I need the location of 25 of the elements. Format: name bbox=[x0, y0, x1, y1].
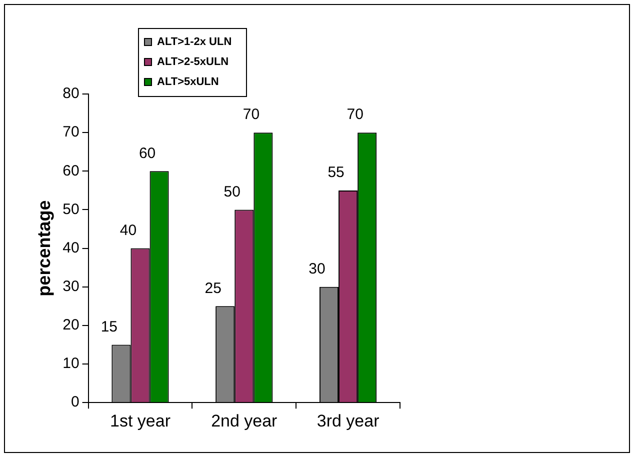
y-tick-label: 70 bbox=[62, 124, 80, 141]
x-tick-label: 1st year bbox=[110, 411, 171, 430]
y-axis-title: percentage bbox=[34, 200, 54, 296]
y-tick-label: 40 bbox=[62, 239, 80, 256]
data-label: 25 bbox=[204, 280, 222, 297]
data-label: 40 bbox=[120, 222, 137, 239]
x-tick-label: 2nd year bbox=[211, 411, 278, 430]
legend-label: ALT>5xULN bbox=[157, 76, 219, 88]
data-label: 70 bbox=[346, 106, 364, 124]
data-label: 15 bbox=[100, 318, 118, 336]
legend-label: ALT>2-5xULN bbox=[157, 56, 229, 68]
y-tick-label: 10 bbox=[62, 355, 80, 372]
y-tick-label: 20 bbox=[62, 316, 80, 334]
x-tick-label: 3rd year bbox=[316, 411, 380, 430]
y-tick-label: 80 bbox=[62, 85, 80, 102]
data-label: 30 bbox=[308, 260, 326, 278]
legend-label: ALT>1-2x ULN bbox=[157, 36, 232, 48]
data-label: 60 bbox=[138, 144, 156, 162]
y-tick-label: 30 bbox=[62, 278, 80, 296]
y-tick-label: 50 bbox=[62, 200, 80, 218]
data-label: 50 bbox=[224, 183, 240, 200]
y-tick-label: 60 bbox=[62, 162, 80, 180]
data-label: 70 bbox=[242, 106, 260, 124]
y-tick-label: 0 bbox=[70, 394, 80, 411]
data-label: 55 bbox=[328, 164, 344, 182]
